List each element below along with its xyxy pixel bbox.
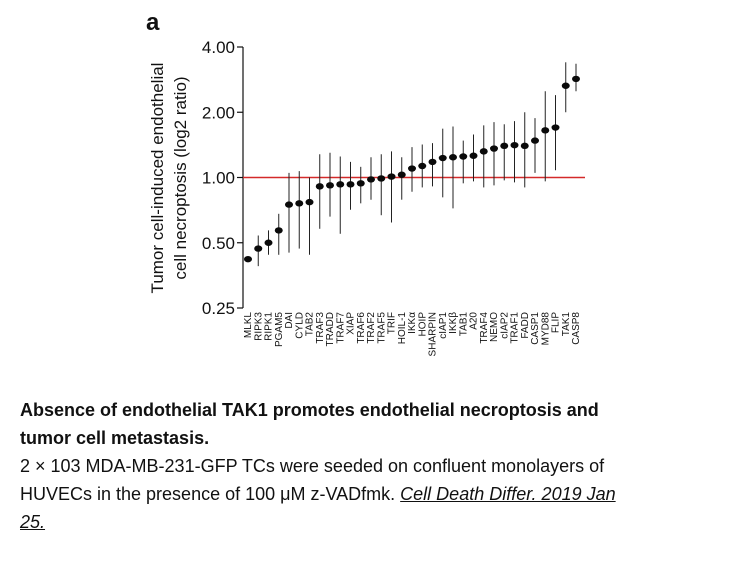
data-point — [551, 124, 560, 131]
y-tick-label: 0.50 — [202, 234, 235, 253]
data-point — [438, 154, 447, 162]
caption-title-line1: Absence of endothelial TAK1 promotes end… — [20, 400, 599, 420]
x-tick-label: TRAF5 — [376, 312, 387, 344]
x-tick-label: TAK1 — [561, 312, 572, 337]
data-point — [244, 255, 252, 263]
y-tick-label: 2.00 — [202, 103, 235, 122]
x-tick-label: TRADD — [325, 312, 336, 346]
data-point — [510, 141, 519, 149]
data-point — [572, 75, 580, 83]
citation-link-continued[interactable]: 25. — [20, 512, 46, 532]
citation-link[interactable]: Cell Death Differ. 2019 Jan — [400, 484, 616, 504]
data-point — [500, 142, 509, 150]
y-tick-label: 0.25 — [202, 299, 235, 318]
data-points — [244, 75, 580, 263]
x-tick-label: A20 — [469, 312, 480, 330]
x-tick-label: TAB2 — [305, 312, 316, 337]
data-point — [428, 158, 437, 166]
data-point — [367, 176, 375, 183]
data-point — [449, 154, 457, 161]
x-tick-label: TRAF3 — [315, 312, 326, 344]
caption-body-line1: 2 × 103 MDA-MB-231-GFP TCs were seeded o… — [20, 456, 605, 476]
panel-label: a — [146, 9, 160, 36]
data-point — [490, 145, 498, 152]
chart-svg: a Tumor cell-induced endothelial cell ne… — [146, 9, 585, 357]
x-tick-label: FLIP — [551, 312, 562, 333]
caption-body-line3: 25. — [20, 508, 745, 536]
x-tick-label: IKKβ — [448, 312, 459, 334]
data-point — [520, 142, 529, 150]
chart-figure: a Tumor cell-induced endothelial cell ne… — [146, 9, 585, 357]
data-point — [254, 245, 263, 252]
x-tick-label: FADD — [520, 312, 531, 339]
x-tick-label: RIPK1 — [264, 312, 275, 341]
data-point — [561, 82, 570, 89]
x-tick-label: MLKL — [243, 312, 254, 339]
x-tick-label: cIAP1 — [438, 312, 449, 339]
data-point — [315, 183, 324, 190]
y-axis-label-line2: cell necroptosis (log2 ratio) — [171, 76, 190, 279]
data-point — [356, 180, 365, 187]
data-point — [459, 153, 468, 160]
data-point — [479, 148, 488, 155]
data-point — [336, 181, 345, 188]
data-point — [377, 175, 386, 182]
caption-title-line2: tumor cell metastasis. — [20, 428, 210, 448]
x-tick-label: TAB1 — [458, 312, 469, 337]
x-tick-label: HOIP — [417, 312, 428, 337]
data-point — [274, 227, 283, 234]
data-point — [285, 201, 293, 208]
y-ticks: 4.00 2.00 1.00 0.50 0.25 — [202, 38, 243, 318]
x-tick-label: TRAF2 — [366, 312, 377, 344]
data-point — [264, 239, 273, 246]
data-point — [418, 162, 427, 170]
x-tick-label: TRAF6 — [356, 312, 367, 344]
data-point — [541, 127, 550, 134]
data-point — [408, 165, 416, 172]
data-point — [305, 198, 314, 206]
x-tick-label: IKKα — [407, 312, 418, 334]
x-tick-label: TRAF7 — [335, 312, 346, 344]
data-point — [531, 137, 539, 144]
caption-body-text: HUVECs in the presence of 100 μM z-VADfm… — [20, 484, 401, 504]
figure-caption: Absence of endothelial TAK1 promotes end… — [20, 396, 745, 536]
x-tick-label: CASP8 — [571, 312, 582, 345]
x-tick-label: SHARPIN — [428, 312, 439, 356]
x-tick-label: CASP1 — [530, 312, 541, 345]
data-point — [469, 152, 478, 159]
x-tick-label: CYLD — [294, 312, 305, 339]
y-axis-label-line1: Tumor cell-induced endothelial — [148, 63, 167, 294]
x-tick-label: TRAF4 — [479, 312, 490, 344]
x-tick-label: TRIF — [387, 312, 398, 334]
data-point — [295, 200, 304, 207]
x-tick-label: cIAP2 — [499, 312, 510, 339]
x-tick-label: DAI — [284, 312, 295, 329]
x-tick-label: HOIL-1 — [397, 312, 408, 345]
y-tick-label: 1.00 — [202, 169, 235, 188]
data-point — [397, 171, 406, 178]
data-point — [326, 182, 334, 189]
data-point — [346, 181, 355, 188]
caption-body-line2: HUVECs in the presence of 100 μM z-VADfm… — [20, 480, 745, 508]
x-tick-label: TRAF1 — [510, 312, 521, 344]
x-tick-label: MYD88 — [540, 312, 551, 346]
x-tick-label: RIPK3 — [253, 312, 264, 341]
error-bars — [247, 62, 577, 267]
x-tick-labels: MLKL RIPK3 RIPK1 PGAM5 DAI CYLD TAB2 TRAF3 TRADD… — [243, 312, 582, 357]
x-tick-label: PGAM5 — [274, 312, 285, 347]
data-point — [387, 173, 396, 180]
x-tick-label: XIAP — [346, 312, 357, 335]
x-tick-label: NEMO — [489, 312, 500, 342]
y-tick-label: 4.00 — [202, 38, 235, 57]
